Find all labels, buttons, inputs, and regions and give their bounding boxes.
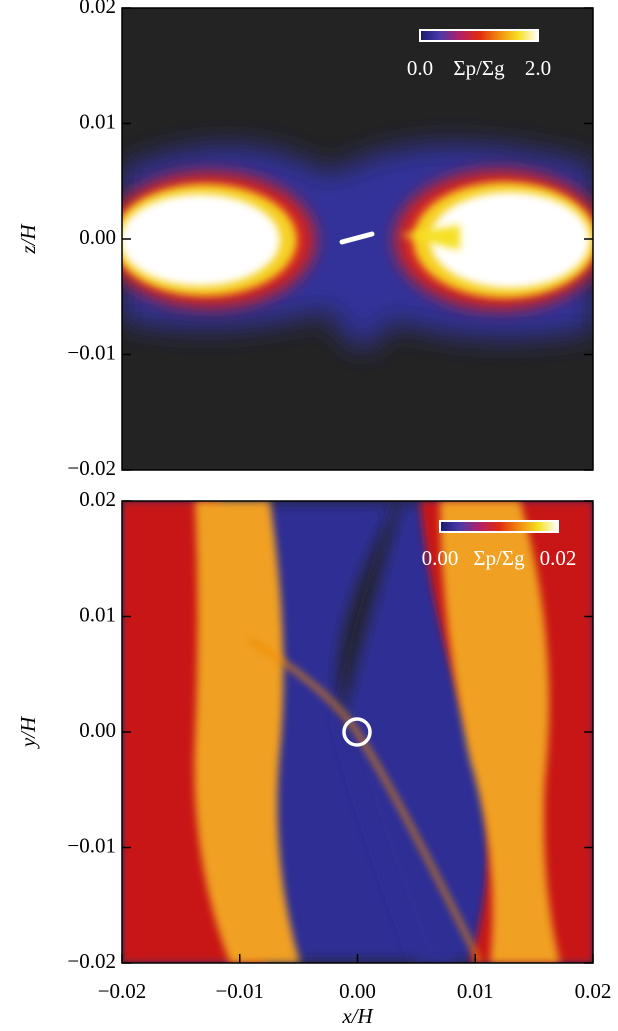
colorbar-tick-label: 0.00 bbox=[422, 546, 459, 570]
y-axis-label: z/H bbox=[16, 223, 40, 255]
y-axis-label: y/H bbox=[16, 715, 40, 749]
colorbar bbox=[440, 521, 558, 532]
y-tick-label: 0.01 bbox=[79, 602, 116, 626]
x-axis-label: x/H bbox=[341, 1004, 374, 1028]
y-tick-label: 0.02 bbox=[79, 0, 116, 18]
y-tick-label: −0.02 bbox=[67, 949, 116, 973]
x-tick-label: 0.01 bbox=[457, 979, 494, 1003]
y-tick-label: 0.02 bbox=[79, 487, 116, 511]
y-tick-label: 0.00 bbox=[79, 718, 116, 742]
y-tick-label: −0.01 bbox=[67, 340, 116, 364]
y-tick-label: 0.01 bbox=[79, 109, 116, 133]
x-tick-label: −0.01 bbox=[215, 979, 264, 1003]
x-tick-label: 0.02 bbox=[575, 979, 612, 1003]
colorbar-tick-label: 0.0 bbox=[407, 56, 433, 80]
colorbar bbox=[420, 30, 538, 41]
y-tick-label: −0.02 bbox=[67, 456, 116, 480]
y-tick-label: 0.00 bbox=[79, 225, 116, 249]
colorbar-label: Σp/Σg bbox=[473, 546, 525, 570]
x-tick-label: −0.02 bbox=[98, 979, 147, 1003]
figure: −0.02 −0.01 0.00 0.01 0.02 z/H 0.0 2.0 Σp/Σg −0.0… bbox=[0, 0, 618, 1031]
x-tick-label: 0.00 bbox=[339, 979, 376, 1003]
colorbar-label: Σp/Σg bbox=[453, 56, 505, 80]
y-tick-label: −0.01 bbox=[67, 833, 116, 857]
heatmap-image bbox=[122, 501, 593, 963]
colorbar-tick-label: 2.0 bbox=[525, 56, 551, 80]
colorbar-tick-label: 0.02 bbox=[540, 546, 577, 570]
